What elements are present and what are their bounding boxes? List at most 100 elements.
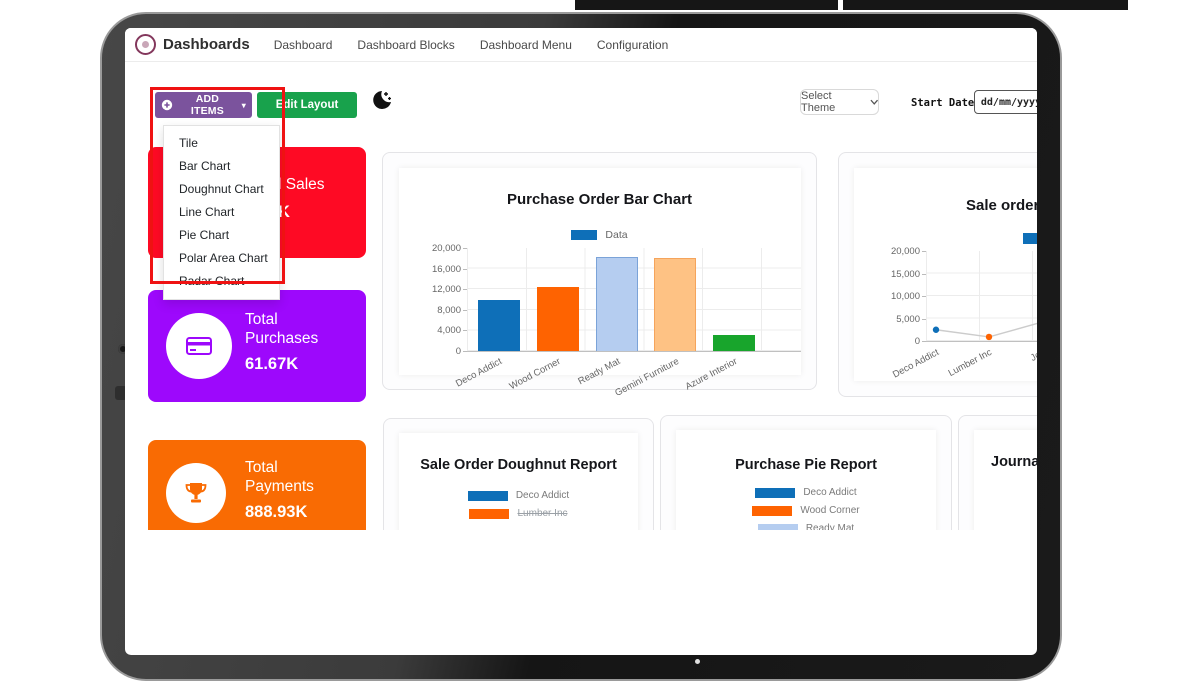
bar-ready-mat[interactable] [595,257,638,351]
chart-panel [974,430,1037,530]
menu-item-bar-chart[interactable]: Bar Chart [179,159,231,173]
start-date-label: Start Date: [911,97,981,109]
purchase-order-bar-chart-card: Purchase Order Bar Chart Data 0 4,000 8,00… [382,152,817,399]
legend-swatch [752,505,793,516]
app-brand[interactable]: Dashboards [163,36,250,53]
tile-total-purchases[interactable]: Total Purchases 61.67K [148,290,366,402]
menu-item-line-chart[interactable]: Line Chart [179,205,235,219]
tile-purchases-label-top: Total [245,311,278,328]
legend-item-deco-addict[interactable]: Deco Addict [755,487,857,498]
bar-y-tick: 0 [455,346,461,357]
tile-payments-value: 888.93K [245,503,308,521]
legend-label: Data [605,229,628,241]
legend-label: Wood Corner [800,505,860,516]
add-items-button[interactable]: ADD ITEMS ▾ [155,92,252,118]
legend-label: Ready Mat [805,523,855,530]
legend-label: Deco Addict [803,487,857,498]
tablet-side-button [115,386,127,400]
edit-layout-button[interactable]: Edit Layout [257,92,357,118]
line-y-tickmark [922,296,926,297]
bar-y-tick: 8,000 [437,304,461,316]
bar-y-tick: 12,000 [431,284,461,296]
legend-swatch [757,523,798,530]
line-y-tickmark [922,341,926,342]
menu-item-polar-area-chart[interactable]: Polar Area Chart [179,251,268,265]
legend-swatch [1023,233,1037,244]
tile-payments-label-top: Total [245,459,278,476]
tablet-screen: Dashboards Dashboard Dashboard Blocks Dash… [125,28,1037,655]
nav-item-configuration[interactable]: Configuration [596,37,669,52]
menu-item-radar-chart[interactable]: Radar Chart [179,274,245,288]
navbar: Dashboards Dashboard Dashboard Blocks Dash… [125,28,1037,62]
legend-item-ready-mat[interactable]: Ready Mat [757,523,855,530]
tile-total-payments[interactable]: Total Payments 888.93K [148,440,366,530]
legend-swatch [755,487,796,498]
bar-deco-addict[interactable] [478,299,520,351]
add-items-menu: Tile Bar Chart Doughnut Chart Line Chart Pie… [163,125,280,300]
legend-item-deco-addict[interactable]: Deco Addict [467,490,570,501]
legend-swatch [469,508,510,519]
line-y-tickmark [922,318,926,320]
tablet-rear-camera [118,344,128,354]
sale-order-doughnut-card: Sale Order Doughnut Report Deco Addict Lu… [383,418,654,530]
nav-menu: Dashboard Dashboard Blocks Dashboard Menu C… [274,38,669,52]
tile-sales-label: l Sales [278,176,325,193]
trophy-icon [166,463,226,523]
line-y-tickmark [922,251,926,252]
dark-mode-toggle-icon[interactable] [371,89,393,116]
tile-purchases-label-bottom: Purchases [245,330,319,347]
legend-label: Deco Addict [515,490,570,501]
nav-item-dashboard[interactable]: Dashboard [273,37,333,52]
journal-card: Journa [958,415,1037,530]
menu-item-tile[interactable]: Tile [179,136,198,150]
front-camera-dot [695,659,700,664]
bar-y-tick: 16,000 [431,263,461,275]
bar-y-tick: 20,000 [431,243,461,254]
credit-card-icon [166,313,232,379]
theme-select[interactable]: Select Theme [800,89,879,115]
app-logo-icon [135,34,156,55]
plus-circle-icon [161,99,173,111]
nav-item-dashboard-blocks[interactable]: Dashboard Blocks [357,37,455,52]
legend-item-lumber-inc[interactable]: Lumber Inc [469,508,568,519]
line-y-tick: 15,000 [890,268,920,280]
legend-item-wood-corner[interactable]: Wood Corner [752,505,860,516]
bar-chart-title: Purchase Order Bar Chart [506,191,693,208]
caret-down-icon: ▾ [241,100,246,110]
tablet-frame: Dashboards Dashboard Dashboard Blocks Dash… [100,12,1062,681]
bar-y-tickmark [463,248,467,249]
decor-strip-left [575,0,838,10]
chart-panel [676,430,936,530]
pie-legend: Deco Addict Wood Corner Ready Mat [661,487,951,530]
bar-chart-legend[interactable]: Data [383,229,816,241]
bar-y-tickmark [463,351,467,352]
purchase-pie-card: Purchase Pie Report Deco Addict Wood Corn… [660,415,952,530]
decor-strip-right [843,0,1128,10]
menu-item-pie-chart[interactable]: Pie Chart [179,228,230,242]
line-y-tick: 5,000 [896,313,920,325]
tile-payments-label-bottom: Payments [245,478,314,495]
start-date-input[interactable] [974,90,1037,114]
bar-y-tickmark [463,268,467,270]
nav-item-dashboard-menu[interactable]: Dashboard Menu [479,37,572,52]
dashboard-app: Dashboards Dashboard Dashboard Blocks Dash… [125,28,1037,530]
menu-item-doughnut-chart[interactable]: Doughnut Chart [179,182,264,196]
tile-purchases-value: 61.67K [245,355,299,373]
bar-gemini-furniture[interactable] [654,258,697,351]
line-chart-plot [926,251,1037,342]
bar-y-tickmark [463,289,467,291]
line-y-tick: 20,000 [890,246,920,257]
line-y-tickmark [922,273,926,275]
line-chart-title: Sale order [966,197,1037,214]
doughnut-title: Sale Order Doughnut Report [420,457,617,473]
journal-title: Journa [991,454,1037,470]
legend-label: Lumber Inc [517,508,568,519]
bar-y-tickmark [463,309,467,311]
pie-title: Purchase Pie Report [735,457,877,473]
chevron-down-icon [869,99,878,105]
chart-panel [399,433,638,530]
bar-wood-corner[interactable] [536,286,579,351]
bar-y-tickmark [463,330,467,332]
bar-azure-interior[interactable] [713,334,755,351]
